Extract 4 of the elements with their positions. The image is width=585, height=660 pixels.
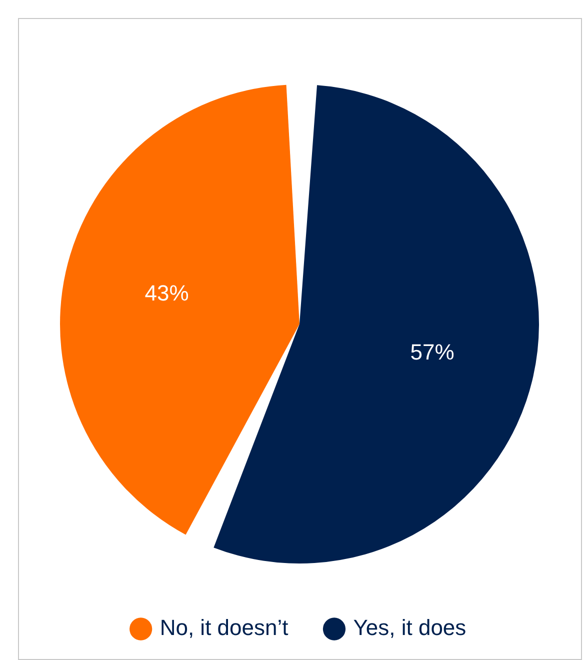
legend-label: Yes, it does (353, 615, 466, 640)
legend-label: No, it doesn’t (160, 615, 288, 640)
data-label: 43% (144, 280, 189, 306)
data-label: 57% (410, 340, 454, 365)
